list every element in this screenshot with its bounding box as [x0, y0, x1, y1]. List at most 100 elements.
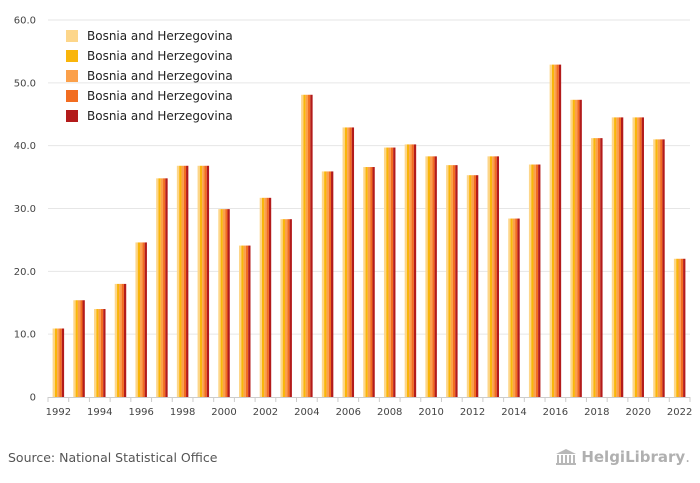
legend-item[interactable]: Bosnia and Herzegovina [66, 46, 233, 66]
bar[interactable] [572, 99, 575, 398]
bar[interactable] [425, 156, 428, 397]
bar[interactable] [119, 283, 122, 397]
bar[interactable] [144, 242, 147, 397]
bar[interactable] [660, 139, 663, 397]
helgi-library-logo[interactable]: HelgiLibrary. [555, 448, 690, 466]
bar[interactable] [427, 156, 430, 397]
bar[interactable] [653, 139, 656, 397]
bar[interactable] [280, 219, 283, 397]
bar[interactable] [551, 64, 555, 398]
legend-item[interactable]: Bosnia and Herzegovina [66, 106, 233, 126]
bar[interactable] [489, 156, 493, 397]
bar[interactable] [473, 175, 476, 397]
bar[interactable] [597, 138, 601, 397]
bar[interactable] [94, 309, 97, 397]
bar[interactable] [492, 156, 495, 397]
bar[interactable] [446, 165, 449, 397]
bar[interactable] [220, 209, 223, 397]
bar[interactable] [383, 147, 387, 397]
bar[interactable] [98, 309, 101, 397]
legend-item[interactable]: Bosnia and Herzegovina [66, 86, 233, 106]
bar[interactable] [432, 156, 435, 397]
bar[interactable] [515, 218, 518, 397]
bar[interactable] [123, 283, 127, 397]
bar[interactable] [558, 64, 562, 398]
bar[interactable] [54, 328, 58, 397]
bar[interactable] [409, 144, 412, 397]
bar[interactable] [218, 209, 221, 397]
bar[interactable] [96, 309, 99, 397]
bar[interactable] [574, 99, 578, 398]
bar[interactable] [266, 197, 269, 397]
bar[interactable] [77, 300, 81, 397]
bar[interactable] [137, 242, 141, 397]
bar[interactable] [448, 165, 451, 397]
bar[interactable] [225, 209, 228, 397]
bar[interactable] [554, 64, 557, 398]
bar[interactable] [82, 300, 85, 397]
bar[interactable] [393, 147, 396, 397]
bar[interactable] [142, 242, 145, 397]
bar[interactable] [535, 164, 539, 397]
bar[interactable] [326, 171, 329, 397]
bar[interactable] [57, 328, 60, 397]
bar[interactable] [321, 171, 325, 397]
bar[interactable] [344, 127, 348, 397]
bar[interactable] [365, 167, 368, 397]
bar[interactable] [367, 167, 371, 397]
bar[interactable] [637, 117, 640, 397]
bar[interactable] [487, 156, 490, 397]
bar[interactable] [676, 258, 679, 397]
bar[interactable] [268, 197, 272, 397]
bar[interactable] [429, 156, 433, 397]
bar[interactable] [301, 94, 304, 398]
bar[interactable] [632, 117, 635, 397]
bar[interactable] [455, 165, 458, 397]
bar[interactable] [199, 165, 203, 397]
bar[interactable] [52, 328, 55, 397]
bar[interactable] [183, 165, 187, 397]
bar[interactable] [197, 165, 200, 397]
bar[interactable] [386, 147, 389, 397]
bar[interactable] [181, 165, 184, 397]
bar[interactable] [641, 117, 644, 397]
bar[interactable] [156, 178, 159, 397]
bar[interactable] [100, 309, 104, 397]
bar[interactable] [179, 165, 182, 397]
bar[interactable] [600, 138, 603, 397]
bar[interactable] [549, 64, 552, 398]
bar[interactable] [259, 197, 262, 397]
bar[interactable] [404, 144, 407, 397]
bar[interactable] [411, 144, 414, 397]
bar[interactable] [310, 94, 313, 398]
bar[interactable] [103, 309, 106, 397]
bar[interactable] [121, 283, 124, 397]
bar[interactable] [114, 283, 118, 397]
bar[interactable] [618, 117, 621, 397]
bar[interactable] [347, 127, 350, 397]
bar[interactable] [222, 209, 226, 397]
bar[interactable] [351, 127, 355, 397]
legend-item[interactable]: Bosnia and Herzegovina [66, 66, 233, 86]
bar[interactable] [245, 245, 249, 397]
bar[interactable] [450, 165, 453, 397]
bar[interactable] [202, 165, 205, 397]
bar[interactable] [388, 147, 391, 397]
bar[interactable] [577, 99, 580, 398]
bar[interactable] [616, 117, 619, 397]
bar[interactable] [73, 300, 76, 397]
bar[interactable] [160, 178, 164, 397]
bar[interactable] [305, 94, 309, 398]
bar[interactable] [452, 165, 456, 397]
bar[interactable] [59, 328, 62, 397]
bar[interactable] [533, 164, 536, 397]
bar[interactable] [363, 167, 366, 397]
bar[interactable] [476, 175, 479, 397]
bar[interactable] [243, 245, 246, 397]
bar[interactable] [390, 147, 394, 397]
bar[interactable] [206, 165, 210, 397]
bar[interactable] [165, 178, 168, 397]
bar[interactable] [579, 99, 582, 398]
bar[interactable] [241, 245, 244, 397]
bar[interactable] [662, 139, 665, 397]
